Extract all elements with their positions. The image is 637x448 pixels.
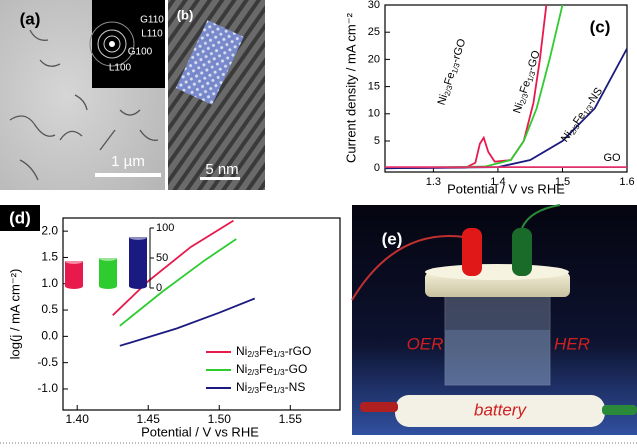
y-tick-label: 2.0 bbox=[41, 223, 58, 237]
plot-frame bbox=[384, 4, 628, 173]
y-tick-label: 0.5 bbox=[41, 302, 58, 316]
red-clamp bbox=[360, 402, 398, 412]
inset-bar bbox=[99, 258, 117, 286]
x-tick-label: 1.45 bbox=[137, 412, 161, 426]
photo-text: battery bbox=[474, 400, 527, 419]
series-label: Ni2/3Fe1/3-NS bbox=[559, 85, 606, 145]
scale-bar bbox=[200, 177, 240, 180]
series-group bbox=[112, 219, 256, 347]
wire bbox=[521, 204, 561, 229]
scale-bar-label: 1 µm bbox=[111, 153, 145, 170]
x-tick-label: 1.3 bbox=[426, 176, 441, 188]
saed-label: L110 bbox=[141, 29, 163, 40]
x-tick-label: 1.40 bbox=[66, 412, 90, 426]
series-label: Ni2/3Fe1/3-rGO bbox=[436, 37, 470, 107]
y-tick-label: 25 bbox=[368, 26, 380, 38]
photo-text: HER bbox=[554, 334, 590, 353]
y-tick-label: 0 bbox=[374, 162, 380, 174]
panel-e: (e) OER HER battery bbox=[351, 204, 637, 435]
inset-bar bbox=[65, 261, 83, 286]
series-group bbox=[385, 5, 627, 170]
saed-center bbox=[109, 41, 115, 47]
bar-cap bbox=[65, 258, 83, 264]
flakes bbox=[9, 29, 159, 181]
series-line bbox=[112, 219, 234, 316]
y-tick-label: -1.0 bbox=[37, 381, 58, 395]
y-axis-label: log(j / mA cm⁻²) bbox=[7, 269, 22, 360]
bar-base bbox=[65, 283, 83, 289]
green-clip bbox=[512, 228, 532, 276]
photo-text: OER bbox=[407, 334, 444, 353]
y-tick-label: 30 bbox=[368, 0, 380, 11]
y-tick-label: -0.5 bbox=[37, 355, 58, 369]
x-tick-label: 1.50 bbox=[208, 412, 232, 426]
y-tick-label: 20 bbox=[368, 53, 380, 65]
panel-label-bg bbox=[0, 205, 40, 231]
saed-label: G110 bbox=[140, 15, 164, 26]
saed-rings bbox=[89, 21, 135, 67]
y-axis-label: Current density / mA cm⁻² bbox=[343, 12, 358, 163]
bar-base bbox=[129, 283, 147, 289]
inset-bar bbox=[129, 237, 147, 286]
bar-cap bbox=[99, 255, 117, 261]
series-line bbox=[119, 297, 256, 347]
saed-label: L100 bbox=[109, 63, 132, 74]
y-tick-label: 0.0 bbox=[41, 329, 58, 343]
panel-label: (b) bbox=[177, 7, 194, 22]
series-label: GO bbox=[603, 152, 621, 164]
y-tick-label: 5 bbox=[374, 135, 380, 147]
battery bbox=[395, 395, 605, 427]
series-line bbox=[119, 238, 237, 327]
legend-label: Ni2/3Fe1/3-GO bbox=[236, 362, 307, 377]
x-tick-label: 1.4 bbox=[490, 176, 505, 188]
inset-tick-label: 0 bbox=[156, 282, 162, 294]
y-tick-label: 1.5 bbox=[41, 250, 58, 264]
x-tick-label: 1.5 bbox=[555, 176, 570, 188]
series-label: Ni2/3Fe1/3-GO bbox=[511, 49, 544, 116]
scale-bar bbox=[95, 173, 161, 177]
inset-tick-label: 50 bbox=[156, 252, 168, 264]
inset-tick-label: 100 bbox=[156, 222, 174, 234]
panel-b: (b) 5 nm bbox=[168, 0, 265, 190]
y-tick-label: 15 bbox=[368, 81, 380, 93]
bar-base bbox=[99, 283, 117, 289]
x-tick-label: 1.55 bbox=[279, 412, 303, 426]
electrolyte bbox=[445, 330, 550, 385]
series-line bbox=[385, 5, 548, 170]
panel-label: (e) bbox=[382, 229, 403, 248]
y-tick-label: 1.0 bbox=[41, 276, 58, 290]
x-tick-label: 1.6 bbox=[619, 176, 634, 188]
panel-label: (d) bbox=[9, 208, 31, 227]
legend-label: Ni2/3Fe1/3-NS bbox=[236, 380, 305, 395]
x-axis-label: Potential / V vs RHE bbox=[141, 424, 259, 439]
beaker bbox=[444, 294, 551, 386]
lattice-overlay bbox=[175, 20, 244, 105]
panel-a: (a) G110 L110 G100 L100 1 µm bbox=[0, 0, 165, 190]
panel-label: (c) bbox=[590, 17, 611, 36]
y-tick-label: 10 bbox=[368, 108, 380, 120]
x-axis-label: Potential / V vs RHE bbox=[447, 181, 565, 196]
legend-label: Ni2/3Fe1/3-rGO bbox=[236, 344, 311, 359]
scale-bar-label: 5 nm bbox=[205, 161, 238, 178]
saed-inset bbox=[92, 0, 165, 88]
saed-label: G100 bbox=[128, 47, 153, 58]
red-clip bbox=[462, 228, 482, 276]
bar-cap bbox=[129, 234, 147, 240]
panel-label: (a) bbox=[20, 9, 41, 28]
cap-top bbox=[425, 264, 569, 280]
green-clamp bbox=[602, 405, 637, 415]
plot-frame bbox=[62, 217, 341, 411]
